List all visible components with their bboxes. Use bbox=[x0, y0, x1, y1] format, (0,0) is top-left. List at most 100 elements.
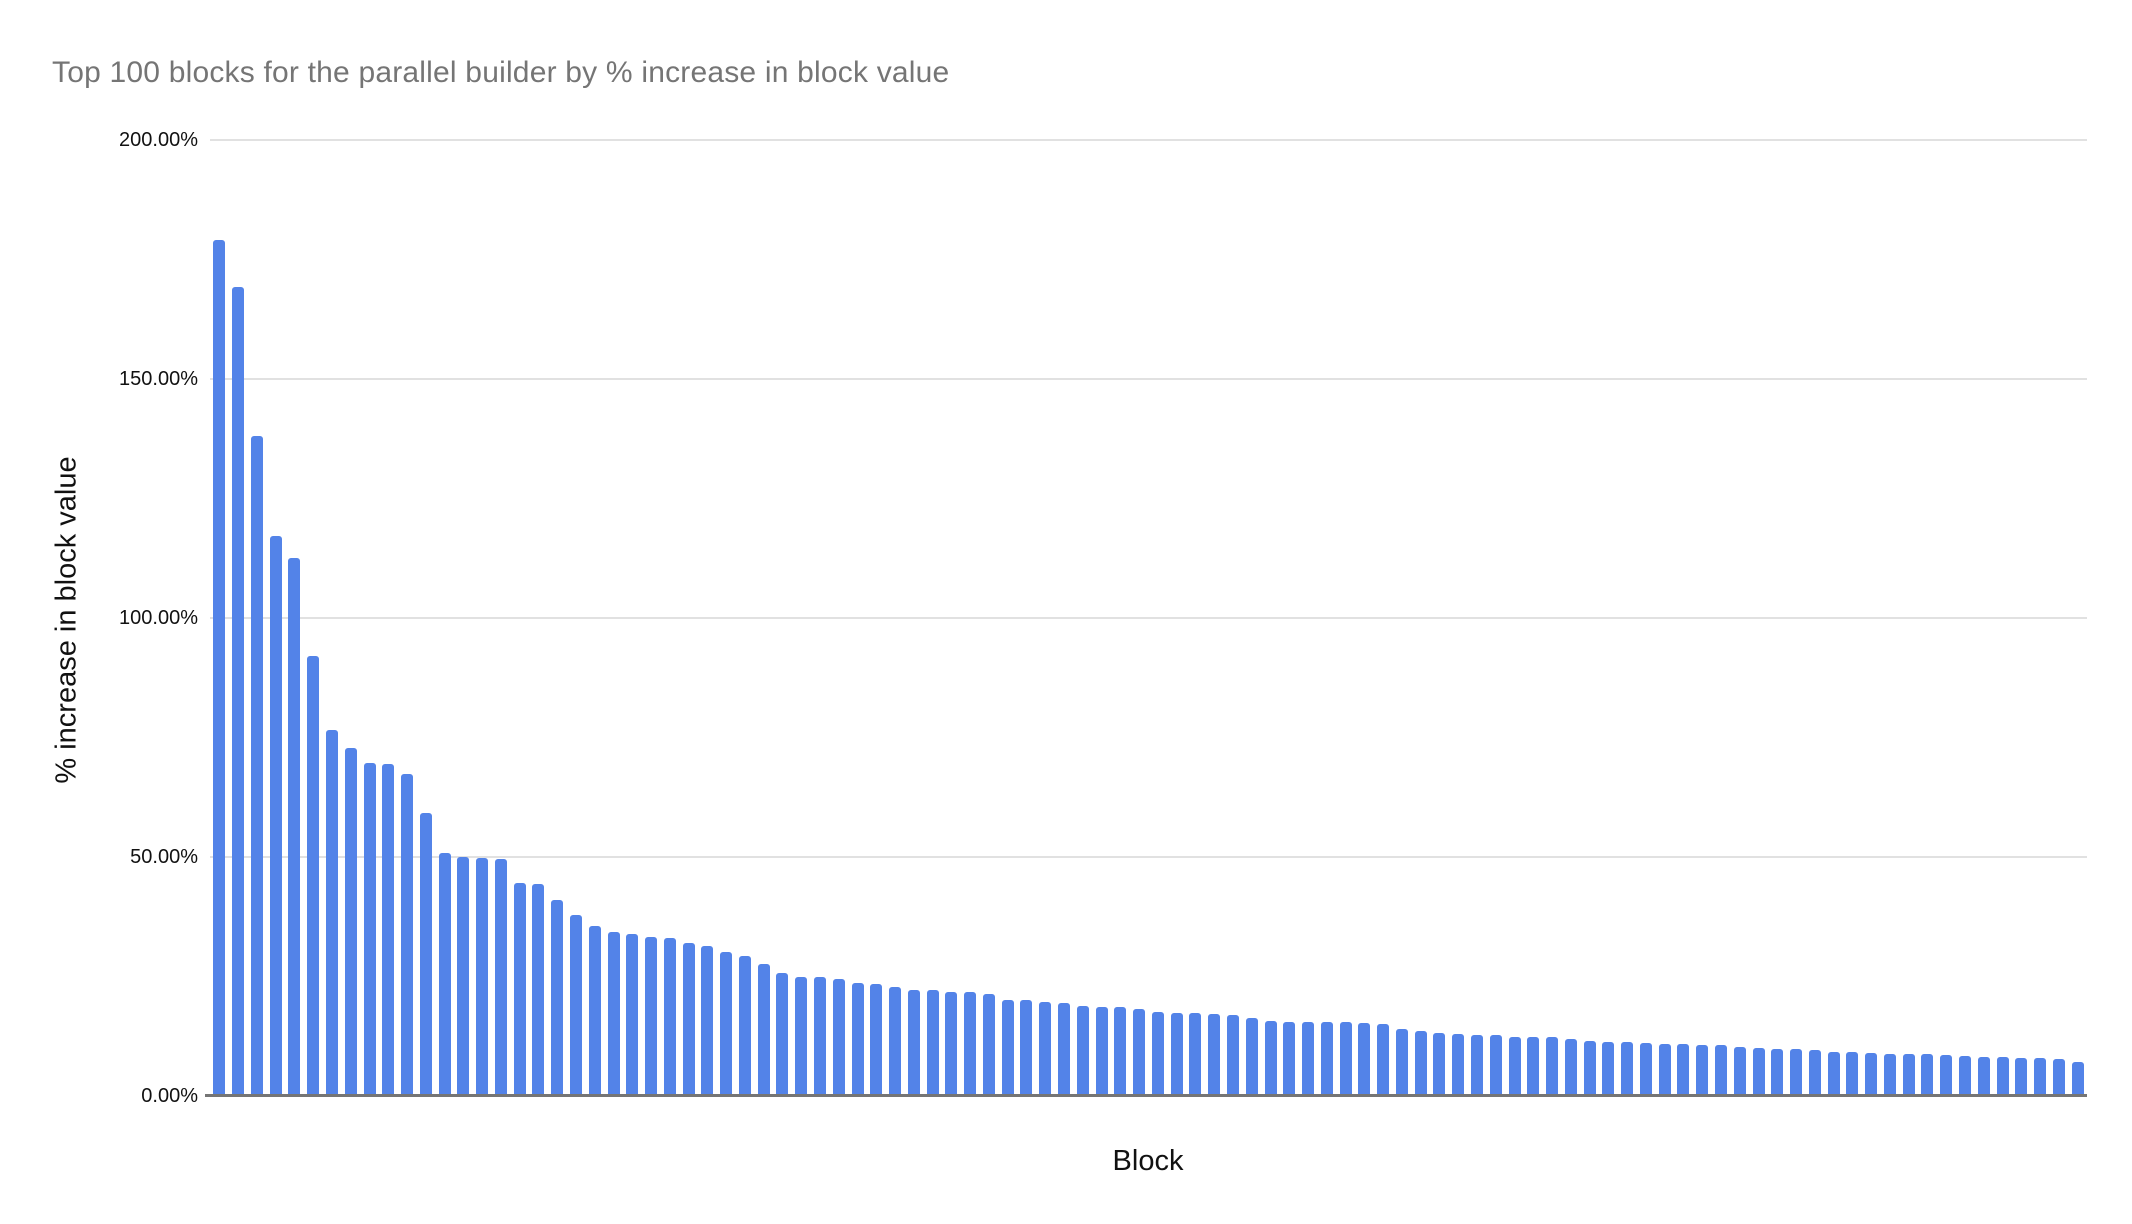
bar-67[interactable] bbox=[1452, 1034, 1465, 1096]
bar-79[interactable] bbox=[1677, 1043, 1690, 1096]
bar-30[interactable] bbox=[757, 963, 770, 1096]
bar-72[interactable] bbox=[1546, 1037, 1559, 1096]
bar-28[interactable] bbox=[720, 951, 733, 1096]
bar-24[interactable] bbox=[645, 936, 658, 1096]
bar-60[interactable] bbox=[1320, 1022, 1333, 1096]
bar-25[interactable] bbox=[663, 937, 676, 1096]
bar-54[interactable] bbox=[1208, 1014, 1221, 1096]
bar-93[interactable] bbox=[1940, 1054, 1953, 1096]
bar-42[interactable] bbox=[982, 993, 995, 1096]
bar-78[interactable] bbox=[1658, 1043, 1671, 1096]
bar-47[interactable] bbox=[1076, 1006, 1089, 1096]
bar-32[interactable] bbox=[795, 976, 808, 1096]
bar-5[interactable] bbox=[288, 557, 301, 1096]
bar-2[interactable] bbox=[232, 286, 245, 1096]
bar-11[interactable] bbox=[401, 773, 414, 1096]
bar-34[interactable] bbox=[832, 979, 845, 1096]
bar-50[interactable] bbox=[1133, 1009, 1146, 1096]
bar-12[interactable] bbox=[419, 812, 432, 1096]
bar-26[interactable] bbox=[682, 943, 695, 1096]
bar-36[interactable] bbox=[870, 983, 883, 1096]
bar-74[interactable] bbox=[1583, 1040, 1596, 1096]
bar-37[interactable] bbox=[889, 987, 902, 1096]
bar-65[interactable] bbox=[1414, 1030, 1427, 1096]
bar-94[interactable] bbox=[1958, 1056, 1971, 1096]
bar-7[interactable] bbox=[326, 730, 338, 1096]
bar-82[interactable] bbox=[1733, 1047, 1746, 1096]
bar-63[interactable] bbox=[1377, 1024, 1390, 1096]
bar-33[interactable] bbox=[814, 976, 827, 1096]
bar-23[interactable] bbox=[626, 933, 639, 1096]
bar-96[interactable] bbox=[1996, 1057, 2009, 1096]
bar-85[interactable] bbox=[1790, 1049, 1803, 1096]
bar-64[interactable] bbox=[1395, 1028, 1408, 1096]
bar-10[interactable] bbox=[382, 764, 395, 1096]
bar-71[interactable] bbox=[1527, 1036, 1540, 1096]
bar-51[interactable] bbox=[1151, 1011, 1164, 1096]
bar-45[interactable] bbox=[1039, 1001, 1052, 1096]
bar-21[interactable] bbox=[588, 926, 601, 1096]
bar-98[interactable] bbox=[2034, 1058, 2047, 1096]
bar-38[interactable] bbox=[907, 990, 920, 1096]
bar-31[interactable] bbox=[776, 972, 789, 1096]
bar-29[interactable] bbox=[738, 956, 751, 1096]
bar-8[interactable] bbox=[344, 748, 357, 1096]
bar-56[interactable] bbox=[1245, 1017, 1258, 1096]
bar-3[interactable] bbox=[250, 436, 263, 1096]
bar-61[interactable] bbox=[1339, 1022, 1352, 1096]
bar-20[interactable] bbox=[570, 915, 582, 1096]
bar-15[interactable] bbox=[476, 858, 489, 1096]
bar-57[interactable] bbox=[1264, 1020, 1277, 1096]
bar-39[interactable] bbox=[926, 990, 939, 1096]
bar-55[interactable] bbox=[1226, 1014, 1239, 1096]
bar-16[interactable] bbox=[494, 859, 507, 1096]
bar-89[interactable] bbox=[1865, 1053, 1878, 1096]
bar-49[interactable] bbox=[1114, 1006, 1127, 1096]
bar-68[interactable] bbox=[1470, 1034, 1483, 1096]
bar-27[interactable] bbox=[701, 945, 714, 1096]
bar-86[interactable] bbox=[1808, 1049, 1821, 1096]
bar-92[interactable] bbox=[1921, 1054, 1934, 1096]
bar-44[interactable] bbox=[1020, 1000, 1033, 1096]
bar-100[interactable] bbox=[2071, 1061, 2084, 1096]
bar-84[interactable] bbox=[1771, 1049, 1784, 1096]
bar-81[interactable] bbox=[1714, 1044, 1727, 1096]
bar-87[interactable] bbox=[1827, 1051, 1840, 1096]
bar-70[interactable] bbox=[1508, 1036, 1521, 1096]
bar-13[interactable] bbox=[438, 853, 451, 1096]
bar-53[interactable] bbox=[1189, 1013, 1202, 1096]
bar-14[interactable] bbox=[457, 856, 470, 1096]
bar-17[interactable] bbox=[513, 883, 526, 1096]
bar-48[interactable] bbox=[1095, 1006, 1108, 1096]
bar-62[interactable] bbox=[1358, 1022, 1371, 1096]
bar-18[interactable] bbox=[532, 884, 545, 1096]
bar-91[interactable] bbox=[1902, 1053, 1915, 1096]
bar-83[interactable] bbox=[1752, 1048, 1765, 1096]
bar-1[interactable] bbox=[213, 240, 226, 1096]
bar-46[interactable] bbox=[1058, 1003, 1071, 1096]
bar-40[interactable] bbox=[945, 991, 958, 1096]
bar-52[interactable] bbox=[1170, 1012, 1183, 1096]
bar-35[interactable] bbox=[851, 982, 864, 1096]
bar-88[interactable] bbox=[1846, 1051, 1859, 1096]
bar-90[interactable] bbox=[1883, 1053, 1896, 1096]
bar-22[interactable] bbox=[607, 932, 620, 1096]
bar-99[interactable] bbox=[2052, 1059, 2065, 1096]
bar-6[interactable] bbox=[307, 656, 320, 1096]
bar-59[interactable] bbox=[1302, 1022, 1315, 1096]
bar-41[interactable] bbox=[964, 991, 977, 1096]
bar-97[interactable] bbox=[2015, 1058, 2028, 1096]
bar-19[interactable] bbox=[551, 900, 564, 1096]
bar-4[interactable] bbox=[269, 535, 282, 1096]
bar-69[interactable] bbox=[1489, 1034, 1502, 1096]
bar-58[interactable] bbox=[1283, 1021, 1296, 1096]
bar-77[interactable] bbox=[1639, 1043, 1652, 1096]
bar-80[interactable] bbox=[1696, 1044, 1709, 1096]
bar-76[interactable] bbox=[1621, 1042, 1634, 1096]
bar-75[interactable] bbox=[1602, 1041, 1615, 1096]
bar-95[interactable] bbox=[1977, 1057, 1990, 1096]
bar-9[interactable] bbox=[363, 763, 376, 1096]
bar-73[interactable] bbox=[1564, 1039, 1577, 1096]
bar-66[interactable] bbox=[1433, 1033, 1446, 1096]
bar-43[interactable] bbox=[1001, 1000, 1014, 1096]
